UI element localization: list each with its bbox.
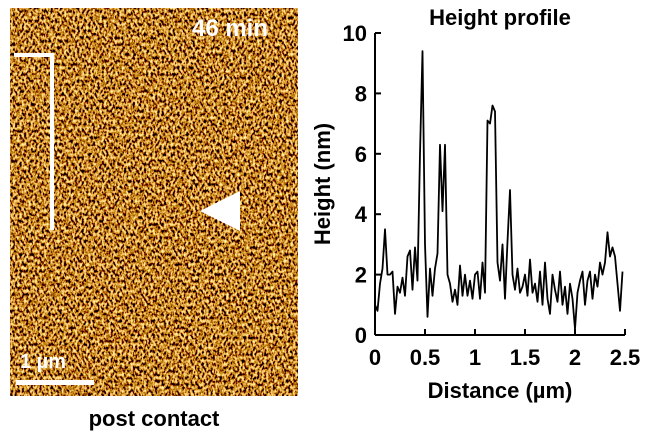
x-tick-label: 1.5 <box>510 345 541 370</box>
scale-label: 1 µm <box>20 351 66 373</box>
x-tick-label: 0.5 <box>410 345 441 370</box>
height-line <box>374 50 624 330</box>
scale-bar <box>16 380 94 385</box>
x-tick-label: 0 <box>369 345 381 370</box>
plot: 0 2 4 6 8 10 0 0.5 1 1.5 2 2.5 <box>343 21 641 370</box>
x-axis-label: Distance (µm) <box>428 378 573 403</box>
y-tick-label: 6 <box>355 142 367 167</box>
y-tick-label: 10 <box>343 21 367 46</box>
x-tick-label: 2.5 <box>610 345 641 370</box>
y-tick-label: 8 <box>355 81 367 106</box>
y-tick-label: 0 <box>355 323 367 348</box>
y-tick-label: 4 <box>355 202 368 227</box>
caption: post contact <box>89 406 220 431</box>
profile-marker <box>14 53 54 230</box>
x-tick-label: 2 <box>569 345 581 370</box>
arrowhead <box>200 191 240 231</box>
chart-title: Height profile <box>429 5 571 30</box>
time-label: 46 min <box>192 15 268 42</box>
afm-image <box>10 8 298 396</box>
y-tick-label: 2 <box>355 263 367 288</box>
x-tick-label: 1 <box>469 345 481 370</box>
y-axis-label: Height (nm) <box>310 123 335 245</box>
